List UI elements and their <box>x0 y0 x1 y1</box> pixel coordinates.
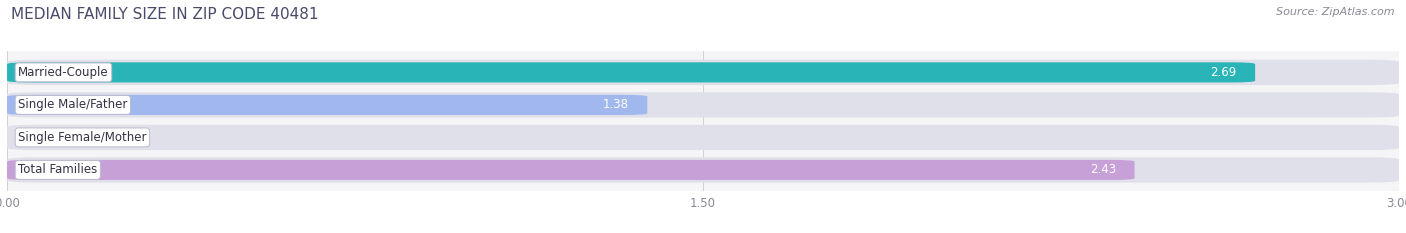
Text: 1.38: 1.38 <box>603 98 628 111</box>
Text: 2.43: 2.43 <box>1090 163 1116 176</box>
Text: Single Male/Father: Single Male/Father <box>18 98 128 111</box>
Text: Married-Couple: Married-Couple <box>18 66 108 79</box>
Text: Single Female/Mother: Single Female/Mother <box>18 131 146 144</box>
FancyBboxPatch shape <box>7 60 1399 85</box>
FancyBboxPatch shape <box>7 92 1399 118</box>
FancyBboxPatch shape <box>7 125 1399 150</box>
Text: Total Families: Total Families <box>18 163 97 176</box>
Text: 0.00: 0.00 <box>35 131 60 144</box>
FancyBboxPatch shape <box>7 95 647 115</box>
FancyBboxPatch shape <box>7 62 1256 82</box>
FancyBboxPatch shape <box>7 160 1135 180</box>
Text: MEDIAN FAMILY SIZE IN ZIP CODE 40481: MEDIAN FAMILY SIZE IN ZIP CODE 40481 <box>11 7 319 22</box>
Text: 2.69: 2.69 <box>1211 66 1237 79</box>
FancyBboxPatch shape <box>7 157 1399 183</box>
Text: Source: ZipAtlas.com: Source: ZipAtlas.com <box>1277 7 1395 17</box>
